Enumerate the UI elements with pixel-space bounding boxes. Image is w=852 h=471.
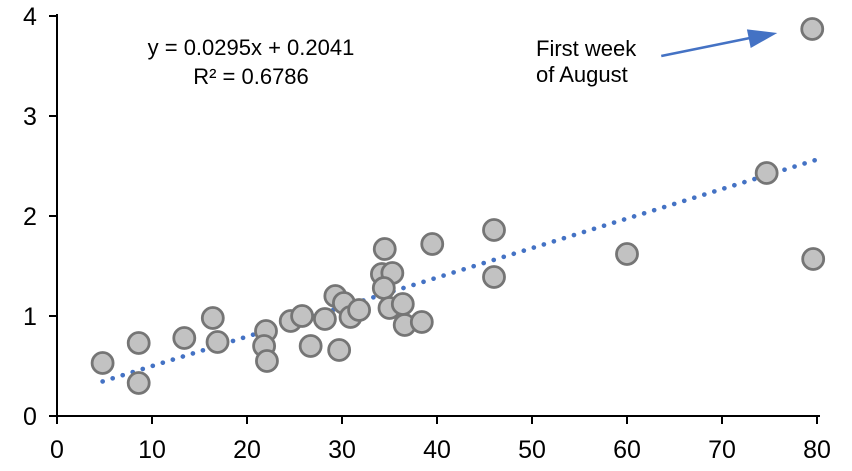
x-axis-tick-label: 70 xyxy=(708,436,736,464)
data-point[interactable] xyxy=(205,330,230,354)
data-point[interactable] xyxy=(90,351,115,375)
data-point[interactable] xyxy=(372,237,397,261)
data-point[interactable] xyxy=(482,218,506,242)
data-point[interactable] xyxy=(371,276,396,300)
x-axis-tick-label: 20 xyxy=(233,436,261,464)
trendline-equation-line: y = 0.0295x + 0.2041 xyxy=(147,35,355,60)
data-point[interactable] xyxy=(801,247,826,271)
annotation-arrowhead-icon xyxy=(746,29,778,48)
x-axis-tick-label: 40 xyxy=(423,436,451,464)
x-axis-tick-label: 50 xyxy=(518,436,546,464)
x-axis-tick-label: 0 xyxy=(50,436,64,464)
data-point[interactable] xyxy=(347,298,372,322)
y-axis-tick-label: 3 xyxy=(23,103,37,131)
annotation-label: First week of August xyxy=(536,36,636,88)
annotation-line-2: of August xyxy=(536,62,628,87)
data-point[interactable] xyxy=(754,161,779,185)
data-point[interactable] xyxy=(327,338,352,362)
data-point[interactable] xyxy=(126,331,151,355)
annotation-line-1: First week xyxy=(536,36,637,61)
data-point[interactable] xyxy=(482,265,506,289)
trendline-equation-label: y = 0.0295x + 0.2041 R² = 0.6786 xyxy=(130,33,372,91)
y-axis-tick-label: 1 xyxy=(23,303,37,331)
data-point[interactable] xyxy=(255,349,279,373)
data-point[interactable] xyxy=(390,292,415,316)
data-point[interactable] xyxy=(312,307,337,331)
data-point[interactable] xyxy=(200,306,225,330)
data-point[interactable] xyxy=(615,242,639,266)
data-point[interactable] xyxy=(290,304,315,328)
x-axis-tick-label: 60 xyxy=(613,436,641,464)
data-point[interactable] xyxy=(126,371,151,395)
x-axis-tick-label: 10 xyxy=(138,436,166,464)
annotation-arrow-line xyxy=(660,36,753,58)
data-point[interactable] xyxy=(409,310,434,334)
data-point[interactable] xyxy=(298,334,323,358)
x-axis-tick-label: 80 xyxy=(803,436,831,464)
x-axis-tick-label: 30 xyxy=(328,436,356,464)
data-point[interactable] xyxy=(172,326,197,350)
y-axis-tick-label: 4 xyxy=(23,3,37,31)
trendline-r2-line: R² = 0.6786 xyxy=(193,64,309,89)
y-axis-tick-label: 2 xyxy=(23,203,37,231)
data-point[interactable] xyxy=(800,17,825,41)
y-axis-tick-label: 0 xyxy=(23,403,37,431)
data-point[interactable] xyxy=(420,232,445,256)
